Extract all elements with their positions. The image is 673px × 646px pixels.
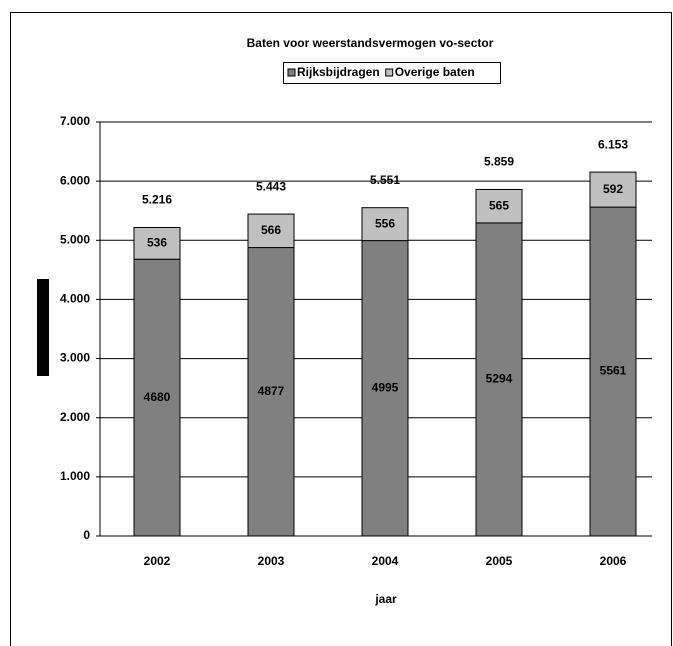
y-tick-label: 5.000 [60, 232, 90, 246]
bar-segment [475, 222, 523, 537]
bar-segment [475, 188, 523, 224]
bar-segment [589, 171, 637, 208]
y-tick-label: 1.000 [60, 469, 90, 483]
y-tick-label: 0 [83, 528, 90, 542]
bar-segment [133, 227, 181, 260]
legend-swatch [385, 68, 394, 77]
value-label: 4680 [144, 390, 171, 404]
total-label: 5.551 [370, 173, 400, 187]
y-tick-label: 4.000 [60, 292, 90, 306]
bar-segment [133, 258, 181, 537]
chart-frame [10, 12, 672, 646]
legend-label: Overige baten [395, 65, 475, 79]
value-label: 4995 [372, 380, 399, 394]
value-label: 5561 [600, 364, 627, 378]
value-label: 5294 [486, 372, 513, 386]
x-axis-label: jaar [374, 592, 397, 606]
bar-segment [247, 213, 295, 249]
y-tick-label: 6.000 [60, 173, 90, 187]
bar-segment [361, 240, 409, 537]
value-label: 565 [489, 198, 509, 212]
x-tick-label: 2003 [258, 554, 285, 568]
value-label: 592 [603, 182, 623, 196]
x-tick-label: 2005 [486, 554, 513, 568]
total-label: 5.859 [484, 155, 514, 169]
value-label: 4877 [258, 384, 285, 398]
total-label: 5.443 [256, 179, 286, 193]
x-tick-label: 2006 [600, 554, 627, 568]
x-tick-label: 2002 [144, 554, 171, 568]
value-label: 556 [375, 216, 395, 230]
value-label: 536 [147, 236, 167, 250]
total-label: 6.153 [598, 137, 628, 151]
y-tick-label: 2.000 [60, 410, 90, 424]
legend-label: Rijksbijdragen [297, 65, 380, 79]
legend-swatch [287, 68, 296, 77]
x-tick-label: 2004 [372, 554, 399, 568]
redacted-axis-label [37, 279, 49, 376]
bar-segment [361, 207, 409, 242]
bar-segment [589, 206, 637, 537]
y-tick-label: 3.000 [60, 351, 90, 365]
chart-title: Baten voor weerstandsvermogen vo-sector [247, 36, 494, 50]
value-label: 566 [261, 223, 281, 237]
total-label: 5.216 [142, 193, 172, 207]
y-tick-label: 7.000 [60, 114, 90, 128]
